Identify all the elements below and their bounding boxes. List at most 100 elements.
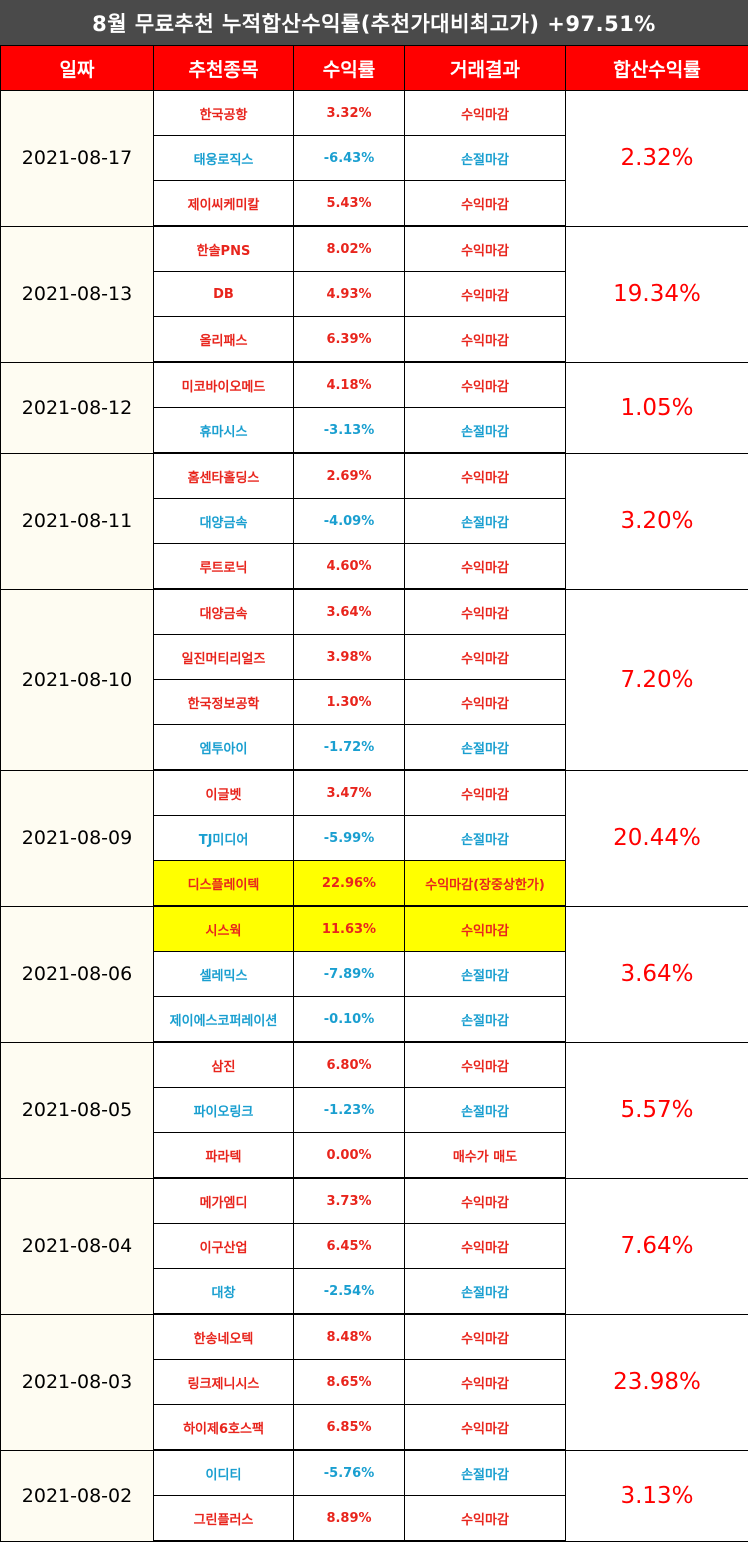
total-return-cell: 1.05% — [566, 362, 748, 453]
stock-name-cell: 하이제6호스팩 — [154, 1405, 294, 1451]
trade-result-cell: 수익마감 — [405, 91, 566, 136]
stock-name-cell: 한국공항 — [154, 91, 294, 136]
stock-name-cell: 메가엠디 — [154, 1178, 294, 1224]
trade-result-cell: 수익마감 — [405, 272, 566, 317]
total-return-cell: 7.20% — [566, 589, 748, 770]
trade-result-cell: 수익마감 — [405, 770, 566, 816]
return-rate-cell: -4.09% — [294, 499, 405, 544]
stock-name-cell: 대양금속 — [154, 499, 294, 544]
return-rate-cell: 3.47% — [294, 770, 405, 816]
trade-result-cell: 손절마감 — [405, 499, 566, 544]
trade-result-cell: 수익마감 — [405, 1314, 566, 1360]
date-cell: 2021-08-03 — [1, 1314, 154, 1450]
return-rate-cell: 3.98% — [294, 635, 405, 680]
stock-name-cell: 이구산업 — [154, 1224, 294, 1269]
total-return-cell: 23.98% — [566, 1314, 748, 1450]
trade-result-cell: 손절마감 — [405, 1450, 566, 1496]
date-cell: 2021-08-04 — [1, 1178, 154, 1314]
return-rate-cell: 8.48% — [294, 1314, 405, 1360]
return-rate-cell: 8.65% — [294, 1360, 405, 1405]
trade-result-cell: 수익마감 — [405, 1405, 566, 1451]
trade-result-cell: 수익마감 — [405, 1224, 566, 1269]
stock-name-cell: 태웅로직스 — [154, 136, 294, 181]
stock-name-cell: 시스웍 — [154, 906, 294, 952]
trade-result-cell: 수익마감(장중상한가) — [405, 861, 566, 907]
return-rate-cell: -3.13% — [294, 408, 405, 454]
return-rate-cell: -1.72% — [294, 725, 405, 771]
trade-result-cell: 수익마감 — [405, 226, 566, 272]
header-total: 합산수익률 — [566, 46, 748, 91]
total-return-cell: 19.34% — [566, 226, 748, 362]
stock-name-cell: 그린플러스 — [154, 1496, 294, 1542]
trade-result-cell: 수익마감 — [405, 1360, 566, 1405]
date-cell: 2021-08-11 — [1, 453, 154, 589]
stock-name-cell: 휴마시스 — [154, 408, 294, 454]
stock-name-cell: TJ미디어 — [154, 816, 294, 861]
date-cell: 2021-08-06 — [1, 906, 154, 1042]
trade-result-cell: 수익마감 — [405, 635, 566, 680]
date-cell: 2021-08-02 — [1, 1450, 154, 1541]
stock-name-cell: 올리패스 — [154, 317, 294, 363]
return-rate-cell: 5.43% — [294, 181, 405, 227]
trade-result-cell: 수익마감 — [405, 589, 566, 635]
stock-name-cell: 홈센타홀딩스 — [154, 453, 294, 499]
stock-name-cell: 엠투아이 — [154, 725, 294, 771]
stock-name-cell: 삼진 — [154, 1042, 294, 1088]
return-rate-cell: 3.73% — [294, 1178, 405, 1224]
return-rate-cell: 3.32% — [294, 91, 405, 136]
stock-name-cell: 링크제니시스 — [154, 1360, 294, 1405]
return-rate-cell: -0.10% — [294, 997, 405, 1043]
return-rate-cell: 6.45% — [294, 1224, 405, 1269]
total-return-cell: 20.44% — [566, 770, 748, 906]
return-rate-cell: 1.30% — [294, 680, 405, 725]
stock-name-cell: 이글벳 — [154, 770, 294, 816]
trade-result-cell: 손절마감 — [405, 816, 566, 861]
trade-result-cell: 손절마감 — [405, 136, 566, 181]
trade-result-cell: 손절마감 — [405, 725, 566, 771]
return-rate-cell: 6.39% — [294, 317, 405, 363]
return-rate-cell: -2.54% — [294, 1269, 405, 1315]
return-rate-cell: -7.89% — [294, 952, 405, 997]
stock-name-cell: 일진머티리얼즈 — [154, 635, 294, 680]
return-rate-cell: 2.69% — [294, 453, 405, 499]
stock-name-cell: 디스플레이텍 — [154, 861, 294, 907]
return-rate-cell: -1.23% — [294, 1088, 405, 1133]
stock-name-cell: 대양금속 — [154, 589, 294, 635]
trade-result-cell: 수익마감 — [405, 1178, 566, 1224]
return-rate-cell: 8.89% — [294, 1496, 405, 1542]
stock-name-cell: 미코바이오메드 — [154, 362, 294, 408]
header-result: 거래결과 — [405, 46, 566, 91]
total-return-cell: 3.64% — [566, 906, 748, 1042]
stock-name-cell: 제이에스코퍼레이션 — [154, 997, 294, 1043]
trade-result-cell: 손절마감 — [405, 997, 566, 1043]
stock-name-cell: 대창 — [154, 1269, 294, 1315]
trade-result-cell: 수익마감 — [405, 906, 566, 952]
return-rate-cell: 4.18% — [294, 362, 405, 408]
total-return-cell: 2.32% — [566, 91, 748, 227]
trade-result-cell: 손절마감 — [405, 408, 566, 454]
trade-result-cell: 수익마감 — [405, 680, 566, 725]
trade-result-cell: 수익마감 — [405, 362, 566, 408]
stock-name-cell: 제이씨케미칼 — [154, 181, 294, 227]
stock-name-cell: 한솔PNS — [154, 226, 294, 272]
stock-name-cell: 파이오링크 — [154, 1088, 294, 1133]
return-rate-cell: 6.85% — [294, 1405, 405, 1451]
stock-name-cell: 한국정보공학 — [154, 680, 294, 725]
return-rate-cell: 0.00% — [294, 1133, 405, 1179]
trade-result-cell: 손절마감 — [405, 952, 566, 997]
trade-result-cell: 수익마감 — [405, 317, 566, 363]
trade-result-cell: 손절마감 — [405, 1269, 566, 1315]
header-stock: 추천종목 — [154, 46, 294, 91]
trade-result-cell: 수익마감 — [405, 544, 566, 590]
